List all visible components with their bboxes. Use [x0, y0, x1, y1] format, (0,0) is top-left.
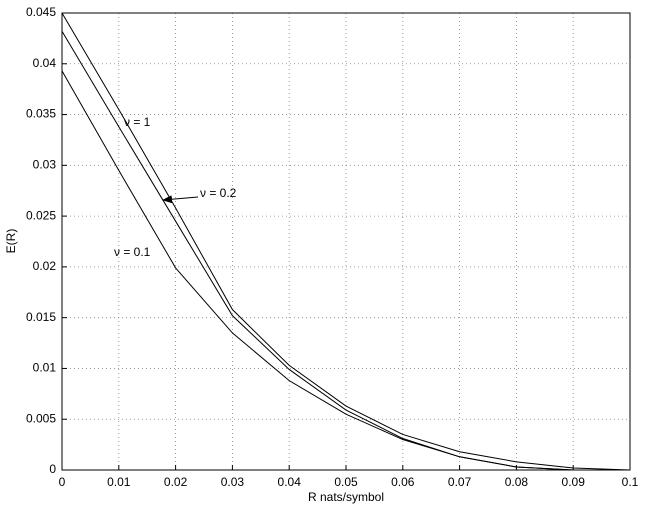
y-tick-label: 0.01	[33, 361, 57, 375]
x-tick-label: 0.05	[334, 475, 358, 489]
x-tick-label: 0.02	[164, 475, 188, 489]
x-tick-label: 0	[59, 475, 66, 489]
x-tick-label: 0.09	[562, 475, 586, 489]
y-tick-label: 0.015	[26, 310, 56, 324]
y-tick-label: 0.04	[33, 56, 57, 70]
y-tick-label: 0.025	[26, 208, 56, 222]
series-label: ν = 0.1	[114, 245, 151, 259]
y-tick-label: 0.03	[33, 158, 57, 172]
series-label: ν = 1	[124, 115, 151, 129]
x-tick-label: 0.03	[221, 475, 245, 489]
series-label: ν = 0.2	[200, 186, 237, 200]
plot-frame	[61, 12, 631, 471]
x-tick-label: 0.04	[278, 475, 302, 489]
x-tick-label: 0.07	[448, 475, 472, 489]
x-tick-label: 0.01	[107, 475, 131, 489]
x-tick-label: 0.08	[505, 475, 529, 489]
annotation-arrow	[162, 195, 199, 204]
y-tick-label: 0.045	[26, 5, 56, 19]
y-tick-label: 0.02	[33, 259, 57, 273]
x-tick-label: 0.1	[622, 475, 639, 489]
y-tick-label: 0.005	[26, 411, 56, 425]
y-axis-label: E(R)	[4, 229, 18, 254]
line-series	[61, 12, 631, 471]
line-series	[61, 70, 630, 471]
x-axis-label: R nats/symbol	[308, 490, 384, 504]
y-tick-label: 0	[49, 462, 56, 476]
y-tick-label: 0.035	[26, 107, 56, 121]
x-tick-label: 0.06	[391, 475, 415, 489]
